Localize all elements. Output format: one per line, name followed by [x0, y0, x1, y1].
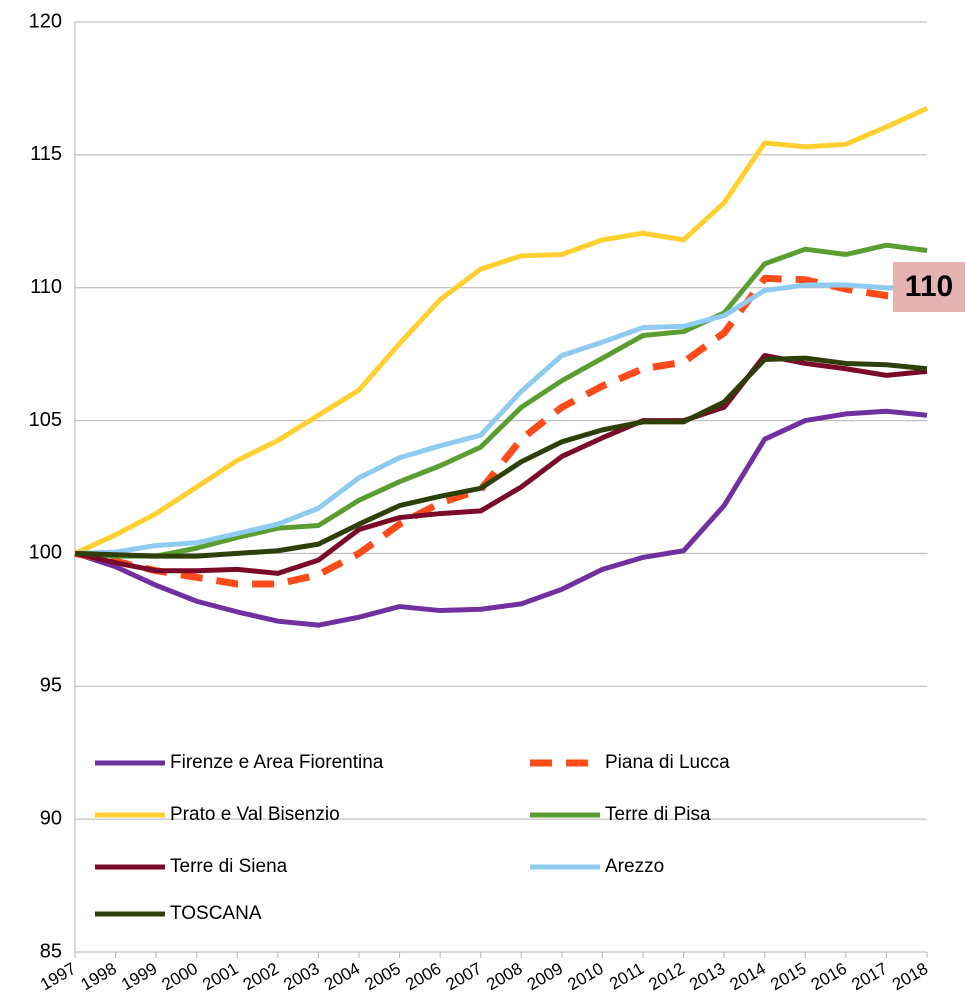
y-tick-label: 90	[40, 807, 62, 829]
y-tick-label: 115	[30, 143, 62, 165]
x-tick-label: 2005	[362, 959, 404, 994]
x-tick-label: 2012	[646, 959, 688, 994]
legend-label: Terre di Pisa	[605, 804, 711, 825]
series-line	[74, 408, 928, 628]
x-tick-label: 2003	[280, 959, 322, 994]
annotation-box	[893, 262, 965, 312]
y-tick-label: 95	[40, 675, 62, 697]
x-tick-label: 2017	[848, 959, 890, 994]
y-tick-label: 120	[29, 10, 62, 32]
x-tick-label: 2018	[889, 959, 931, 994]
legend-label: Firenze e Area Fiorentina	[170, 752, 384, 773]
y-tick-label: 100	[29, 542, 62, 564]
legend-label: Piana di Lucca	[605, 752, 730, 773]
x-tick-label: 1999	[118, 959, 160, 994]
x-tick-label: 2006	[402, 959, 444, 994]
x-tick-label: 2011	[606, 959, 647, 994]
y-tick-label: 110	[30, 276, 62, 298]
x-tick-label: 2016	[808, 959, 850, 994]
x-tick-label: 2014	[727, 959, 769, 994]
series-line	[74, 274, 928, 588]
legend-label: Prato e Val Bisenzio	[170, 804, 340, 825]
x-tick-label: 2001	[199, 959, 241, 994]
legend-label: Terre di Siena	[170, 856, 288, 877]
series-line	[74, 242, 928, 559]
x-tick-label: 1998	[78, 959, 120, 994]
x-tick-label: 2015	[767, 959, 809, 994]
x-tick-label: 2007	[443, 959, 485, 994]
x-tick-label: 2002	[240, 959, 282, 994]
x-tick-label: 2008	[483, 959, 525, 994]
annotation: 110	[905, 270, 953, 303]
x-tick-label: 2010	[564, 959, 606, 994]
y-tick-label: 105	[29, 409, 62, 431]
series-line	[74, 282, 928, 556]
series-line	[73, 106, 929, 556]
x-tick-label: 2009	[524, 959, 566, 994]
x-tick-label: 1997	[37, 959, 79, 994]
y-tick-label: 85	[40, 940, 62, 962]
x-tick-label: 2004	[321, 959, 363, 994]
legend-label: TOSCANA	[170, 903, 262, 924]
x-tick-label: 2000	[159, 959, 201, 994]
series-line	[74, 355, 928, 559]
legend-label: Arezzo	[605, 856, 664, 877]
x-tick-label: 2013	[686, 959, 728, 994]
